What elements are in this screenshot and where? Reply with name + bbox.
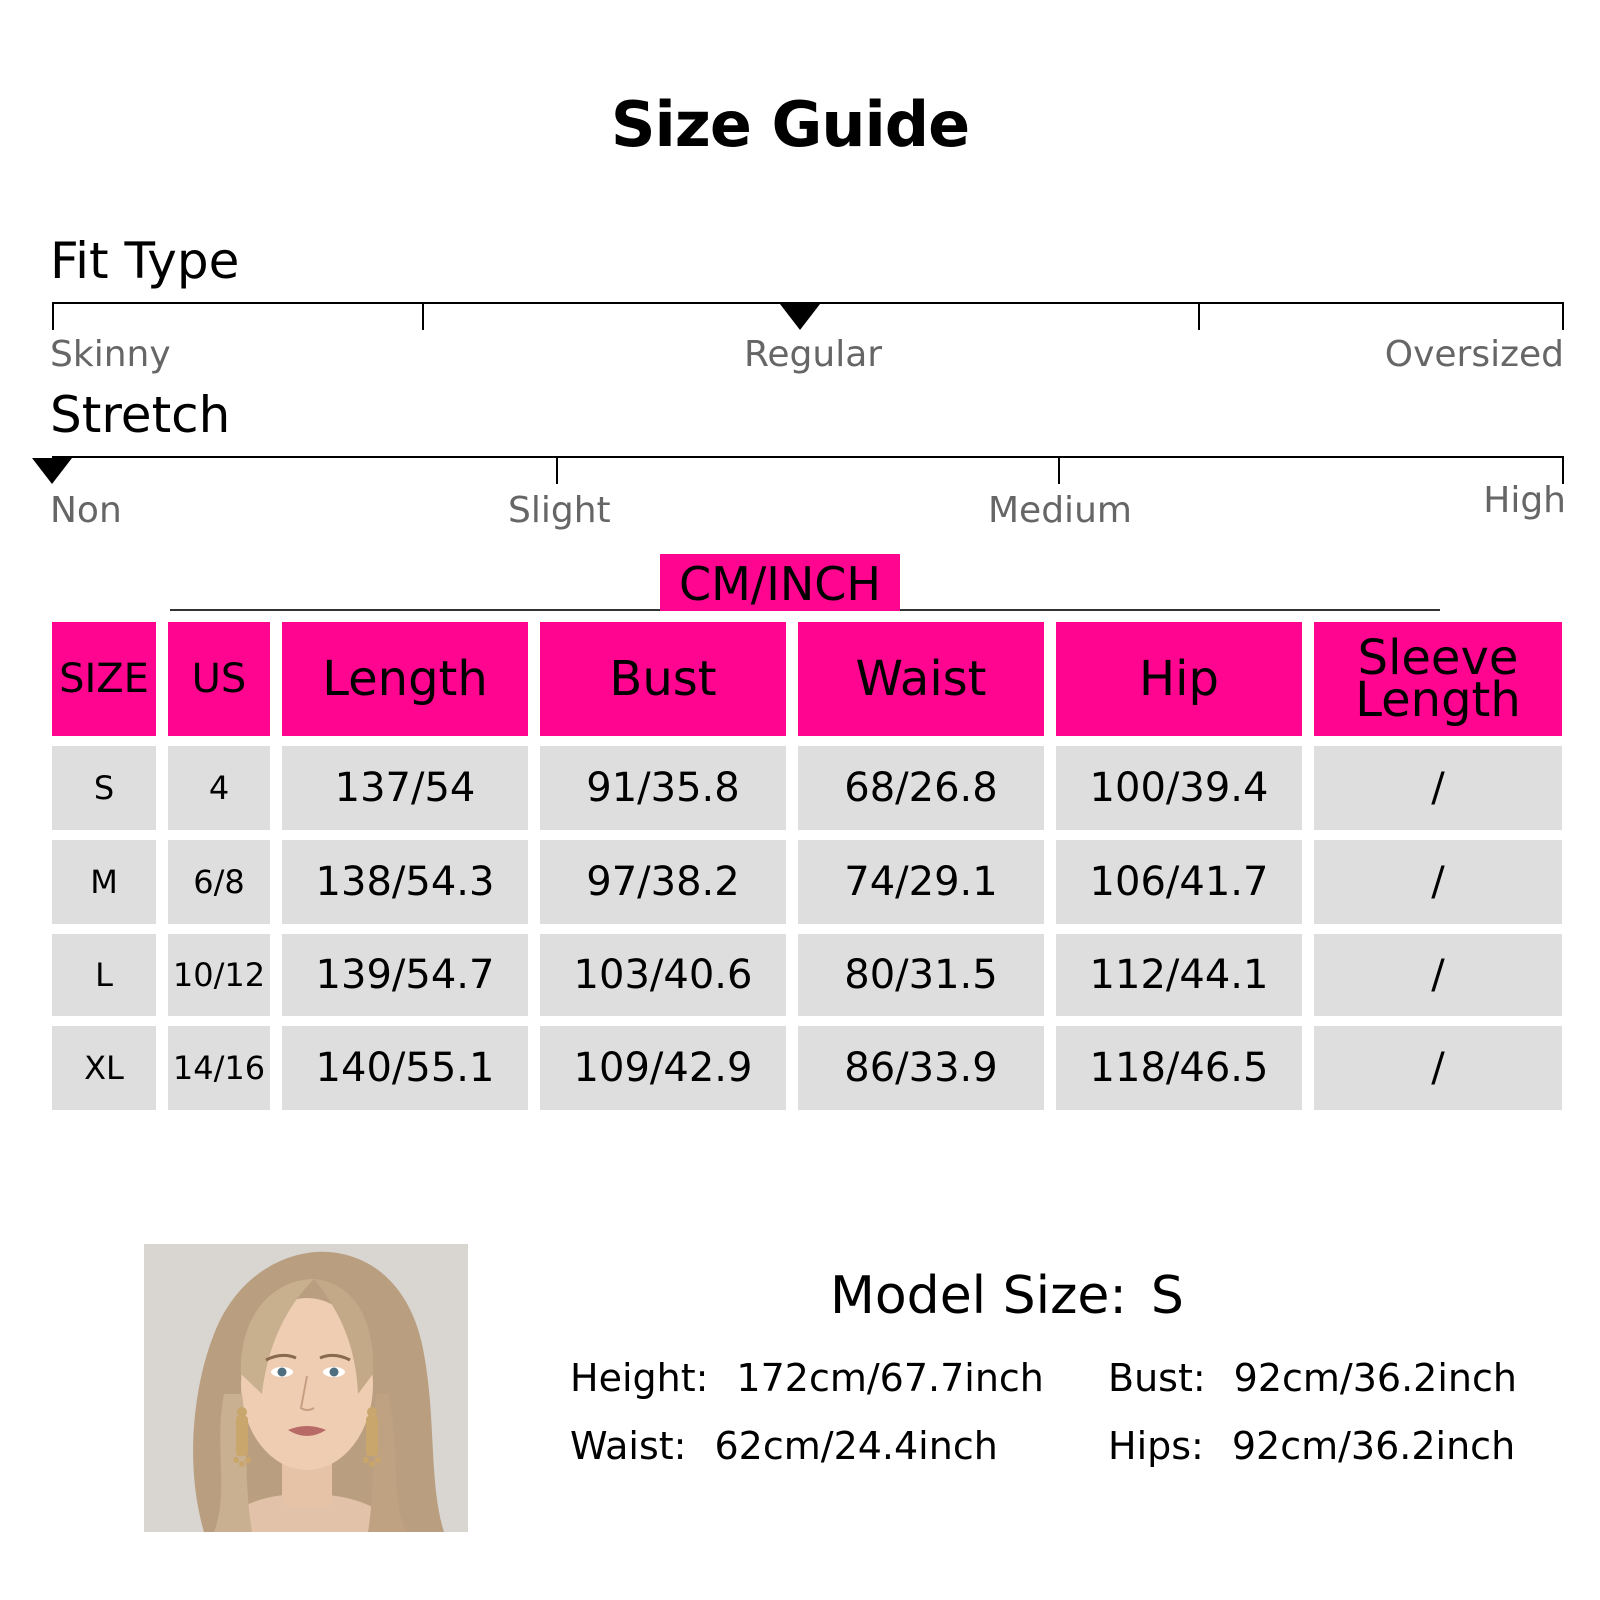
fit-type-marker-icon [780, 304, 820, 330]
table-cell: 137/54 [282, 746, 528, 830]
fit-type-tick [52, 302, 54, 330]
header-sleeve-length: Sleeve Length [1314, 622, 1562, 736]
stretch-title: Stretch [50, 386, 231, 444]
table-cell: 6/8 [168, 840, 270, 924]
table-cell: 100/39.4 [1056, 746, 1302, 830]
height-value: 172cm/67.7inch [736, 1356, 1044, 1400]
table-cell: 80/31.5 [798, 934, 1044, 1016]
table-cell: 106/41.7 [1056, 840, 1302, 924]
model-waist: Waist: 62cm/24.4inch [570, 1424, 998, 1468]
table-cell: 14/16 [168, 1026, 270, 1110]
unit-badge: CM/INCH [660, 554, 900, 611]
bust-label: Bust: [1108, 1356, 1206, 1400]
model-photo [144, 1244, 468, 1532]
header-length: Length [282, 622, 528, 736]
model-size-value: S [1150, 1266, 1184, 1326]
table-cell: 91/35.8 [540, 746, 786, 830]
table-cell: 109/42.9 [540, 1026, 786, 1110]
table-cell: 74/29.1 [798, 840, 1044, 924]
fit-type-label-regular: Regular [744, 334, 883, 375]
fit-type-title: Fit Type [50, 232, 240, 290]
table-cell: / [1314, 934, 1562, 1016]
model-size-label: Model Size: [830, 1266, 1127, 1326]
fit-type-scale-line [52, 302, 1564, 304]
table-cell: 139/54.7 [282, 934, 528, 1016]
bust-value: 92cm/36.2inch [1233, 1356, 1517, 1400]
stretch-marker-icon [32, 458, 72, 484]
header-us: US [168, 622, 270, 736]
table-cell: 4 [168, 746, 270, 830]
stretch-scale-line [52, 456, 1564, 458]
header-bust: Bust [540, 622, 786, 736]
hips-label: Hips: [1108, 1424, 1204, 1468]
table-cell: 103/40.6 [540, 934, 786, 1016]
waist-label: Waist: [570, 1424, 687, 1468]
stretch-tick [1562, 456, 1564, 484]
table-cell: L [52, 934, 156, 1016]
height-label: Height: [570, 1356, 709, 1400]
stretch-label-high: High [1483, 480, 1566, 521]
fit-type-label-skinny: Skinny [50, 334, 171, 375]
fit-type-label-oversized: Oversized [1384, 334, 1564, 375]
fit-type-tick [1562, 302, 1564, 330]
stretch-label-medium: Medium [988, 490, 1132, 531]
stretch-label-non: Non [50, 490, 122, 531]
table-cell: M [52, 840, 156, 924]
table-cell: 68/26.8 [798, 746, 1044, 830]
table-cell: 118/46.5 [1056, 1026, 1302, 1110]
fit-type-tick [422, 302, 424, 330]
fit-type-tick [1198, 302, 1200, 330]
model-height: Height: 172cm/67.7inch [570, 1356, 1044, 1400]
table-cell: 140/55.1 [282, 1026, 528, 1110]
stretch-tick [1058, 456, 1060, 484]
table-cell: / [1314, 840, 1562, 924]
page-title: Size Guide [610, 88, 970, 161]
table-cell: / [1314, 746, 1562, 830]
waist-value: 62cm/24.4inch [714, 1424, 998, 1468]
table-cell: 86/33.9 [798, 1026, 1044, 1110]
model-hips: Hips: 92cm/36.2inch [1108, 1424, 1515, 1468]
hips-value: 92cm/36.2inch [1231, 1424, 1516, 1468]
table-cell: 10/12 [168, 934, 270, 1016]
table-cell: 112/44.1 [1056, 934, 1302, 1016]
model-size-row: Model Size: S [830, 1266, 1208, 1326]
model-bust: Bust: 92cm/36.2inch [1108, 1356, 1517, 1400]
table-cell: / [1314, 1026, 1562, 1110]
header-waist: Waist [798, 622, 1044, 736]
stretch-tick [556, 456, 558, 484]
table-cell: XL [52, 1026, 156, 1110]
table-cell: S [52, 746, 156, 830]
table-cell: 97/38.2 [540, 840, 786, 924]
stretch-label-slight: Slight [508, 490, 611, 531]
header-size: SIZE [52, 622, 156, 736]
table-cell: 138/54.3 [282, 840, 528, 924]
header-hip: Hip [1056, 622, 1302, 736]
